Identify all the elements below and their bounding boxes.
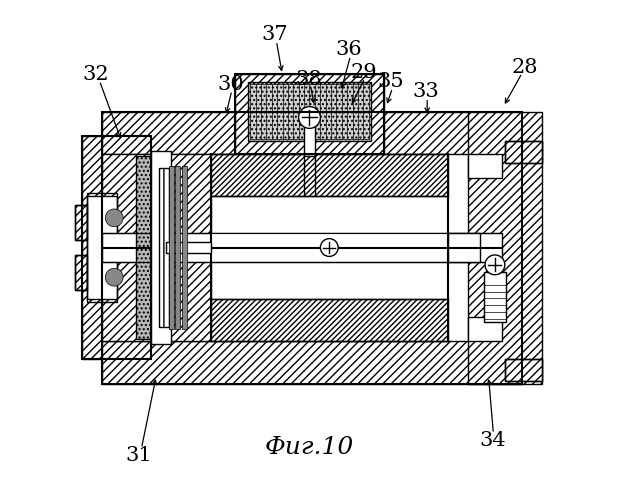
Bar — [87, 193, 116, 302]
Bar — [102, 112, 522, 154]
Bar — [468, 112, 542, 384]
Bar — [505, 141, 542, 164]
Bar — [102, 342, 522, 384]
Bar — [75, 206, 87, 240]
Bar — [75, 206, 87, 240]
Bar — [102, 232, 503, 262]
Circle shape — [105, 209, 123, 227]
Circle shape — [321, 238, 338, 256]
Text: Фиг.10: Фиг.10 — [265, 436, 354, 460]
Bar — [303, 116, 316, 156]
Bar — [175, 166, 180, 329]
Bar — [505, 359, 542, 381]
Bar — [468, 154, 503, 178]
Bar — [182, 166, 187, 329]
Text: 38: 38 — [295, 70, 322, 89]
Text: 29: 29 — [350, 62, 377, 82]
Bar — [168, 166, 173, 329]
Bar — [235, 74, 384, 154]
Bar — [75, 255, 87, 290]
Text: 34: 34 — [479, 431, 506, 450]
Text: 28: 28 — [511, 58, 538, 76]
Bar — [82, 136, 151, 359]
Circle shape — [485, 255, 505, 274]
Bar — [75, 255, 87, 290]
Bar — [248, 82, 371, 141]
Text: 31: 31 — [126, 446, 152, 464]
Text: 32: 32 — [82, 65, 109, 84]
Text: 35: 35 — [378, 72, 404, 92]
Bar — [151, 151, 171, 344]
Bar — [87, 196, 116, 300]
Bar — [158, 168, 171, 326]
Circle shape — [105, 268, 123, 286]
Bar — [210, 300, 448, 342]
Bar — [136, 156, 168, 339]
Bar — [505, 359, 542, 381]
Text: 36: 36 — [335, 40, 362, 59]
Text: 30: 30 — [217, 75, 244, 94]
Bar — [102, 154, 210, 342]
Bar — [82, 136, 131, 359]
Bar — [166, 242, 210, 254]
Bar — [484, 272, 506, 322]
Circle shape — [298, 106, 321, 128]
Bar — [448, 232, 480, 262]
Bar — [505, 141, 542, 164]
Text: 37: 37 — [262, 26, 288, 44]
Bar — [468, 317, 503, 342]
Text: 33: 33 — [412, 82, 439, 102]
Bar — [210, 154, 448, 196]
Bar — [235, 74, 384, 154]
Bar — [210, 234, 463, 261]
Bar — [102, 112, 522, 384]
